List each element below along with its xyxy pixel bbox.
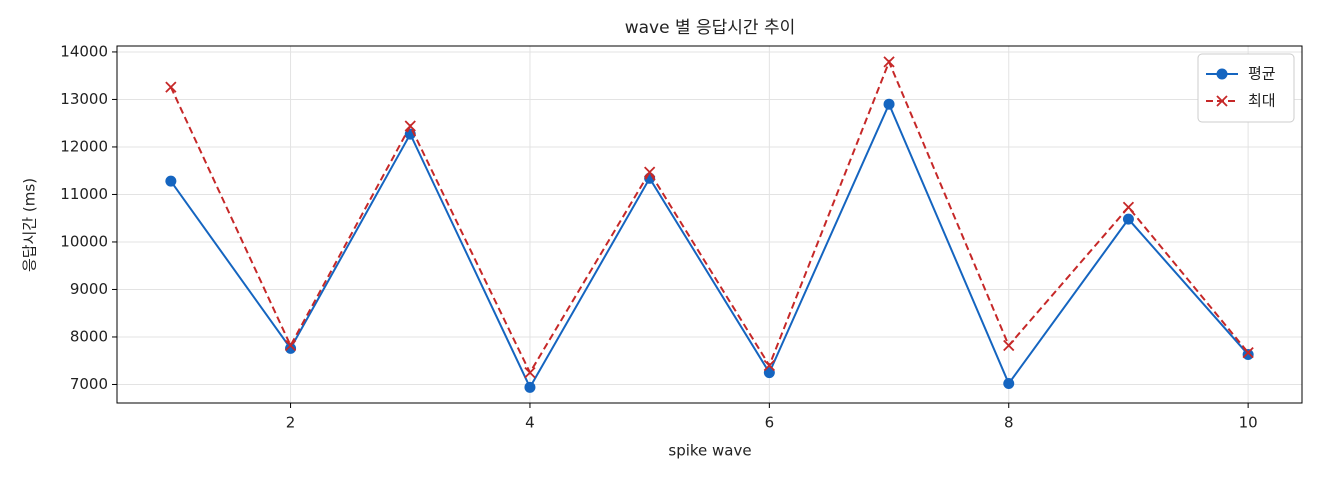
point [883, 56, 895, 68]
point [1122, 213, 1134, 225]
y-tick-label: 8000 [70, 327, 108, 345]
x-tick-label: 6 [765, 414, 775, 432]
legend-label: 최대 [1248, 92, 1276, 110]
point [763, 367, 775, 379]
point [1003, 378, 1015, 390]
point [1242, 347, 1254, 359]
x-axis-label: spike wave [668, 442, 751, 460]
legend-marker [1216, 95, 1228, 107]
series-line [169, 59, 1249, 375]
x-tick-label: 4 [525, 414, 535, 432]
point [524, 366, 536, 379]
plot-frame [116, 45, 1303, 404]
point [1122, 201, 1135, 213]
legend-box [1197, 53, 1295, 123]
point [763, 359, 775, 372]
series-line [170, 101, 1249, 390]
point [284, 339, 297, 352]
y-tick-label: 9000 [70, 280, 108, 298]
x-tick-label: 2 [286, 414, 296, 432]
y-axis-label: 응답시간 (ms) [21, 178, 39, 272]
point [285, 342, 297, 354]
y-tick-label: 13000 [60, 90, 108, 108]
point [1242, 349, 1254, 361]
y-tick-label: 11000 [60, 185, 108, 203]
y-tick-label: 12000 [60, 137, 108, 155]
x-tick-label: 8 [1004, 414, 1014, 432]
y-tick-label: 10000 [60, 232, 108, 250]
legend-marker [1216, 68, 1228, 80]
point [524, 381, 536, 393]
x-tick-label: 10 [1239, 414, 1258, 432]
chart-title: wave 별 응답시간 추이 [625, 18, 796, 38]
legend-label: 평균 [1248, 65, 1276, 83]
point [1003, 339, 1015, 352]
y-tick-label: 14000 [60, 42, 108, 60]
point [883, 98, 895, 110]
y-tick-label: 7000 [70, 375, 108, 393]
point [404, 120, 416, 132]
point [165, 81, 177, 93]
point [165, 175, 177, 187]
point [644, 166, 656, 178]
